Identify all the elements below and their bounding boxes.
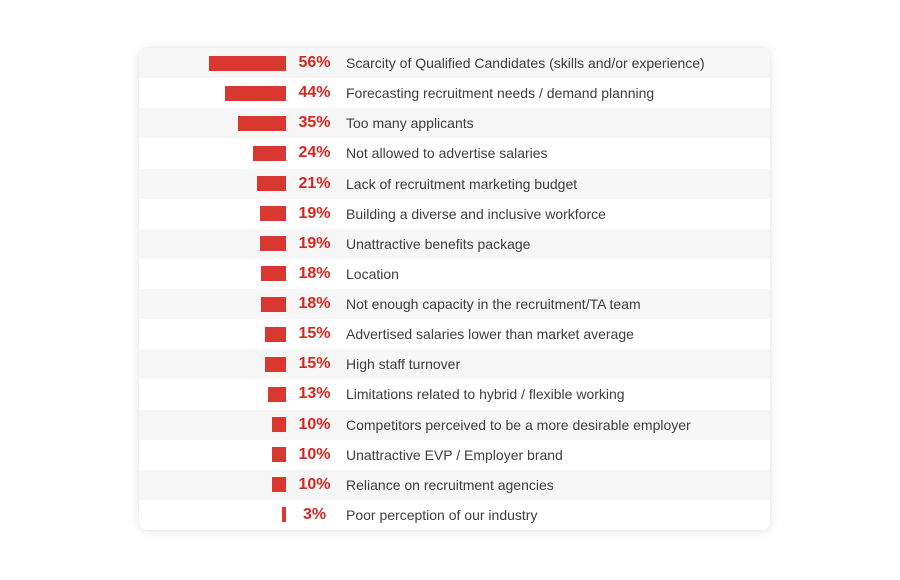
bar [261,266,286,282]
chart-row: 10% Unattractive EVP / Employer brand [139,439,770,470]
bar [257,176,286,192]
bar-cell [139,145,286,161]
bar-category-label: High staff turnover [346,356,461,373]
bar-cell [139,356,286,372]
bar-value-label: 44% [298,84,331,102]
bar-category-label: Too many applicants [346,115,474,132]
bar-cell [139,477,286,493]
bar-chart-card: 56% Scarcity of Qualified Candidates (sk… [139,48,770,530]
chart-row: 3% Poor perception of our industry [139,499,770,530]
bar-category-label: Location [346,265,399,282]
chart-row: 35% Too many applicants [139,108,770,139]
chart-row: 10% Reliance on recruitment agencies [139,469,770,500]
bar-category-label: Reliance on recruitment agencies [346,476,554,493]
bar [272,477,286,493]
bar-category-label: Not allowed to advertise salaries [346,145,548,162]
bar-value-label: 35% [298,114,331,132]
bar-cell [139,447,286,463]
chart-row: 18% Location [139,258,770,289]
bar-cell [139,326,286,342]
bar-category-label: Building a diverse and inclusive workfor… [346,205,606,222]
bar-value-label: 10% [298,475,331,493]
bar-category-label: Unattractive EVP / Employer brand [346,446,563,463]
bar-category-label: Forecasting recruitment needs / demand p… [346,85,655,102]
chart-row: 56% Scarcity of Qualified Candidates (sk… [139,48,770,79]
chart-row: 24% Not allowed to advertise salaries [139,138,770,169]
chart-row: 15% Advertised salaries lower than marke… [139,319,770,350]
bar-cell [139,296,286,312]
bar-category-label: Poor perception of our industry [346,506,538,523]
bar [268,386,286,402]
bar [261,296,286,312]
chart-row: 18% Not enough capacity in the recruitme… [139,289,770,320]
bar-cell [139,85,286,101]
bar [272,447,286,463]
bar-category-label: Limitations related to hybrid / flexible… [346,386,625,403]
bar-category-label: Advertised salaries lower than market av… [346,326,634,343]
bar-value-label: 18% [298,264,331,282]
chart-row: 13% Limitations related to hybrid / flex… [139,379,770,410]
bar [238,115,286,131]
chart-row: 19% Building a diverse and inclusive wor… [139,198,770,229]
bar-value-label: 19% [298,234,331,252]
bar-value-label: 15% [298,355,331,373]
bar-cell [139,115,286,131]
chart-row: 44% Forecasting recruitment needs / dema… [139,78,770,109]
bar [265,356,286,372]
bar [225,85,286,101]
bar [265,326,286,342]
bar-value-label: 10% [298,445,331,463]
bar [253,145,286,161]
bar-category-label: Competitors perceived to be a more desir… [346,416,691,433]
bar-category-label: Unattractive benefits package [346,235,531,252]
chart-row: 21% Lack of recruitment marketing budget [139,168,770,199]
bar-value-label: 10% [298,415,331,433]
bar [282,507,286,523]
bar [260,236,286,252]
bar-cell [139,176,286,192]
bar [260,206,286,222]
bar-value-label: 3% [302,505,327,523]
bar-value-label: 15% [298,325,331,343]
bar-cell [139,507,286,523]
bar-value-label: 21% [298,174,331,192]
bar-cell [139,206,286,222]
bar [209,55,286,71]
bar-category-label: Not enough capacity in the recruitment/T… [346,296,641,313]
bar-cell [139,236,286,252]
chart-row: 15% High staff turnover [139,349,770,380]
bar-category-label: Scarcity of Qualified Candidates (skills… [346,55,705,72]
bar-category-label: Lack of recruitment marketing budget [346,175,578,192]
bar-value-label: 13% [298,385,331,403]
bar-cell [139,266,286,282]
chart-row: 19% Unattractive benefits package [139,228,770,259]
bar-value-label: 19% [298,204,331,222]
bar-value-label: 18% [298,295,331,313]
bar-cell [139,386,286,402]
chart-row: 10% Competitors perceived to be a more d… [139,409,770,440]
bar [272,417,286,433]
bar-cell [139,417,286,433]
bar-value-label: 24% [298,144,331,162]
bar-value-label: 56% [298,54,331,72]
bar-cell [139,55,286,71]
